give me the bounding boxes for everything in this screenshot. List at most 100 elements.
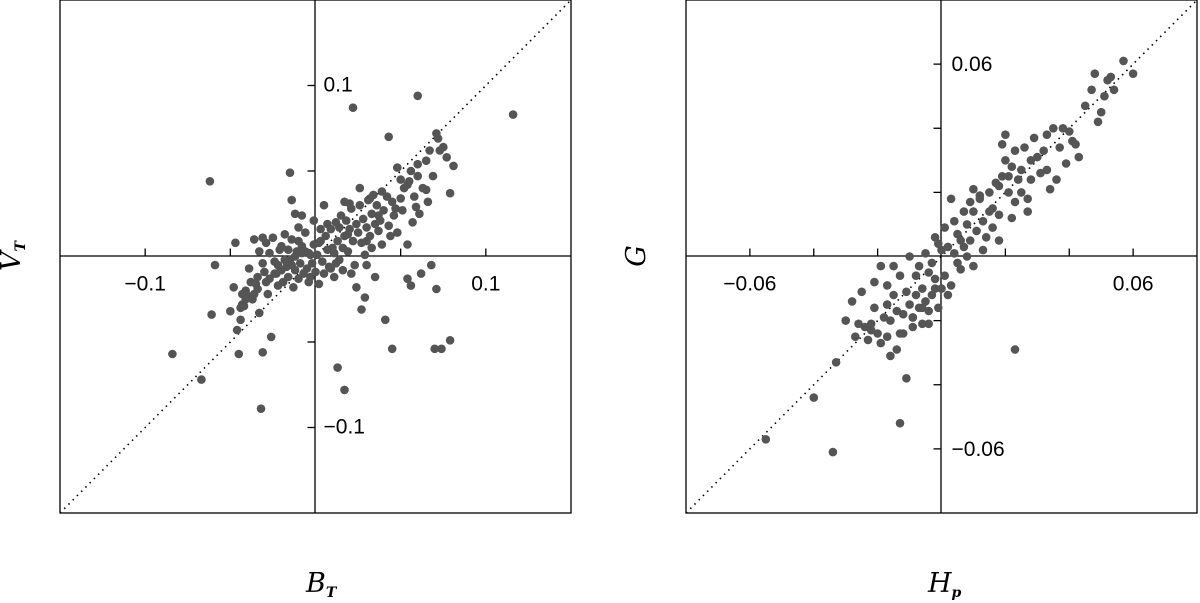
data-point [1004, 172, 1013, 181]
data-point [981, 233, 991, 242]
data-point [943, 290, 953, 300]
data-point [254, 308, 264, 318]
data-point [316, 224, 325, 234]
data-point [294, 236, 303, 246]
data-point [1010, 146, 1020, 155]
data-point [1017, 165, 1026, 175]
data-point [384, 221, 394, 230]
data-point [962, 220, 972, 229]
y-axis-title-main: V [0, 249, 27, 271]
data-point [393, 163, 402, 172]
data-point [387, 344, 397, 354]
data-point [1029, 133, 1039, 143]
data-point [994, 181, 1004, 191]
data-point [421, 185, 431, 195]
data-point [956, 236, 965, 245]
data-point [207, 310, 216, 319]
data-point [241, 286, 250, 296]
y-tick-label: 0.1 [324, 74, 353, 97]
data-point [396, 194, 406, 203]
data-point [969, 207, 978, 216]
data-point [270, 269, 279, 278]
data-point [918, 319, 927, 329]
data-point [1090, 69, 1100, 78]
data-point [898, 329, 908, 338]
data-point [1080, 101, 1090, 111]
y-tick-label: 0.06 [952, 53, 993, 76]
data-point [997, 140, 1007, 149]
data-point [362, 260, 371, 270]
data-point [895, 271, 905, 281]
data-point [403, 274, 412, 284]
data-point [508, 110, 518, 119]
tick-marks [144, 84, 487, 429]
data-point [348, 236, 358, 246]
data-point [934, 303, 943, 313]
data-point [353, 228, 363, 237]
data-point [946, 281, 956, 290]
data-point [1100, 91, 1109, 101]
data-point [234, 349, 244, 359]
data-point [433, 134, 443, 143]
tick-labels: −0.1 0.1 0.1 −0.1 [124, 74, 500, 439]
data-points [168, 91, 518, 414]
data-point [902, 374, 911, 383]
data-point [375, 216, 385, 225]
data-point [863, 335, 873, 345]
data-point [978, 216, 988, 226]
data-point [343, 230, 353, 239]
data-point [924, 268, 933, 277]
data-point [882, 281, 892, 290]
data-point [355, 183, 365, 193]
data-point [997, 172, 1007, 181]
data-point [937, 245, 946, 255]
data-point [962, 252, 972, 261]
data-point [831, 358, 841, 367]
data-point [432, 284, 441, 294]
data-point [406, 166, 416, 176]
data-point [1096, 107, 1106, 117]
data-point [911, 271, 921, 281]
data-point [889, 290, 898, 300]
data-point [311, 267, 320, 277]
data-point [965, 236, 975, 245]
data-point [287, 260, 297, 270]
y-tick-label: −0.06 [952, 438, 1005, 461]
data-point [323, 219, 332, 229]
data-point [236, 315, 245, 325]
data-point [391, 204, 400, 213]
data-point [331, 259, 341, 268]
data-point [197, 375, 206, 384]
data-point [350, 260, 360, 270]
data-point [318, 257, 327, 266]
chart-panel-right: −0.06 0.06 0.06 −0.06 Hp G [621, 0, 1198, 601]
data-point [387, 197, 397, 207]
data-point [258, 233, 268, 242]
data-point [1026, 156, 1036, 165]
data-point [365, 194, 375, 203]
data-point [921, 297, 930, 306]
data-point [329, 272, 339, 282]
data-point [1119, 56, 1128, 66]
y-tick-label: −0.1 [324, 416, 365, 439]
data-point [437, 344, 446, 354]
data-point [892, 345, 902, 354]
data-point [1055, 143, 1064, 152]
data-point [886, 316, 895, 325]
data-point [1036, 168, 1045, 178]
y-axis-title-subscript: T [13, 239, 29, 251]
data-point [338, 265, 348, 275]
data-point [413, 159, 423, 169]
data-point [445, 336, 455, 345]
x-tick-label: 0.1 [471, 273, 500, 296]
data-point [953, 258, 962, 268]
data-point [866, 319, 876, 329]
data-point [950, 216, 959, 226]
data-point [1001, 130, 1010, 139]
data-point [229, 283, 238, 292]
data-point [908, 313, 918, 322]
data-point [851, 332, 860, 342]
data-point [439, 142, 448, 152]
data-point [329, 248, 339, 258]
data-point [367, 243, 377, 253]
